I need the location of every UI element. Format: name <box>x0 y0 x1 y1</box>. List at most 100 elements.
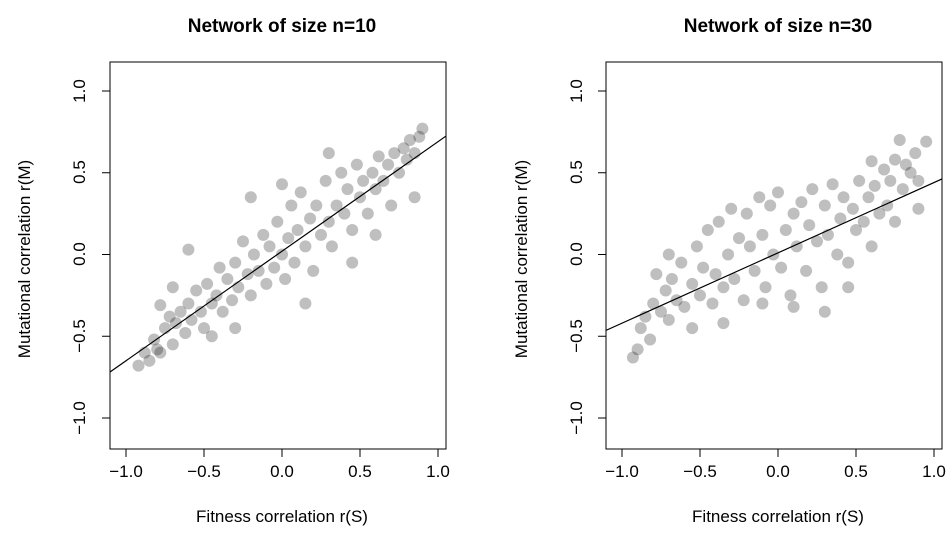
data-point <box>865 240 878 253</box>
x-tick-label: −0.5 <box>187 462 221 481</box>
data-point <box>294 186 307 199</box>
data-point <box>701 223 714 236</box>
data-point <box>725 202 738 215</box>
data-point <box>350 158 363 171</box>
data-point <box>896 183 909 196</box>
data-point <box>904 166 917 179</box>
data-point <box>834 212 847 225</box>
data-point <box>322 147 335 160</box>
data-point <box>889 153 901 166</box>
data-point <box>279 273 292 286</box>
data-point <box>728 273 741 286</box>
data-point <box>784 289 797 302</box>
data-point <box>166 338 179 351</box>
data-point <box>221 273 234 286</box>
data-point <box>712 215 725 228</box>
data-point <box>271 215 284 228</box>
data-point <box>182 297 195 310</box>
data-point <box>346 223 359 236</box>
data-point <box>205 297 218 310</box>
x-tick-label: 0.0 <box>766 462 790 481</box>
data-point <box>842 256 855 269</box>
data-point <box>868 179 881 192</box>
data-point <box>647 297 660 310</box>
y-tick-labels: −1.0 −0.5 0.0 0.5 1.0 <box>70 79 89 435</box>
x-tick-label: 1.0 <box>426 462 450 481</box>
data-point <box>662 313 675 326</box>
data-point <box>759 281 772 294</box>
y-axis-label: Mutational correlation r(M) <box>512 160 531 358</box>
x-tick-labels: −1.0 −0.5 0.0 0.5 1.0 <box>605 462 946 481</box>
data-point <box>335 166 348 179</box>
data-point <box>893 134 906 147</box>
data-point <box>341 183 354 196</box>
y-tick-labels: −1.0 −0.5 0.0 0.5 1.0 <box>567 79 586 435</box>
data-point <box>325 240 338 253</box>
data-point <box>837 191 850 204</box>
data-point <box>920 135 933 148</box>
data-point <box>686 322 699 335</box>
y-axis-label: Mutational correlation r(M) <box>15 160 34 358</box>
data-point <box>307 264 320 277</box>
data-point <box>634 322 647 335</box>
data-point <box>194 305 207 318</box>
data-point <box>237 235 249 248</box>
data-point <box>143 354 156 367</box>
data-point <box>803 219 816 232</box>
data-point <box>690 240 703 253</box>
data-point <box>382 158 395 171</box>
data-point <box>369 183 382 196</box>
data-point <box>304 212 317 225</box>
data-point <box>733 232 745 245</box>
data-point <box>775 261 788 274</box>
data-point <box>818 199 831 212</box>
y-tick-label: 0.5 <box>567 160 586 184</box>
data-point <box>862 191 875 204</box>
chart-title: Network of size n=10 <box>188 16 376 37</box>
y-tick-label: 0.0 <box>70 242 89 266</box>
data-point <box>831 248 844 261</box>
data-point <box>662 248 675 261</box>
data-point <box>190 284 203 297</box>
data-point <box>631 343 644 356</box>
data-point <box>772 186 784 199</box>
data-point <box>319 174 332 187</box>
data-point <box>357 174 370 187</box>
data-point <box>282 232 295 245</box>
data-point <box>717 317 730 330</box>
data-point <box>846 202 859 215</box>
y-tick-label: −1.0 <box>567 401 586 435</box>
panel-n30: Network of size n=30 Fitness correlation… <box>512 16 946 526</box>
y-tick-label: 0.0 <box>567 242 586 266</box>
data-point <box>764 199 777 212</box>
data-point <box>659 284 672 297</box>
regression-line <box>110 135 446 373</box>
data-point <box>795 196 808 209</box>
plot-area <box>102 61 447 457</box>
data-point <box>853 174 866 187</box>
data-point <box>244 289 257 302</box>
y-tick-label: 0.5 <box>70 160 89 184</box>
data-point <box>285 199 298 212</box>
data-point <box>299 297 312 310</box>
data-point <box>268 261 281 274</box>
data-point <box>644 333 657 346</box>
data-point <box>722 248 735 261</box>
data-point <box>229 256 242 269</box>
data-point <box>330 199 343 212</box>
data-point <box>154 299 167 312</box>
data-point <box>779 223 792 236</box>
data-point <box>678 300 691 313</box>
data-point <box>818 305 831 318</box>
regression-line <box>606 178 942 332</box>
data-point <box>369 228 382 241</box>
data-point <box>403 134 416 147</box>
data-point <box>338 207 351 220</box>
x-axis-label: Fitness correlation r(S) <box>196 507 368 526</box>
data-point <box>787 300 800 313</box>
data-point <box>909 147 922 160</box>
data-point <box>815 281 828 294</box>
data-point <box>740 207 753 220</box>
data-point <box>842 281 855 294</box>
